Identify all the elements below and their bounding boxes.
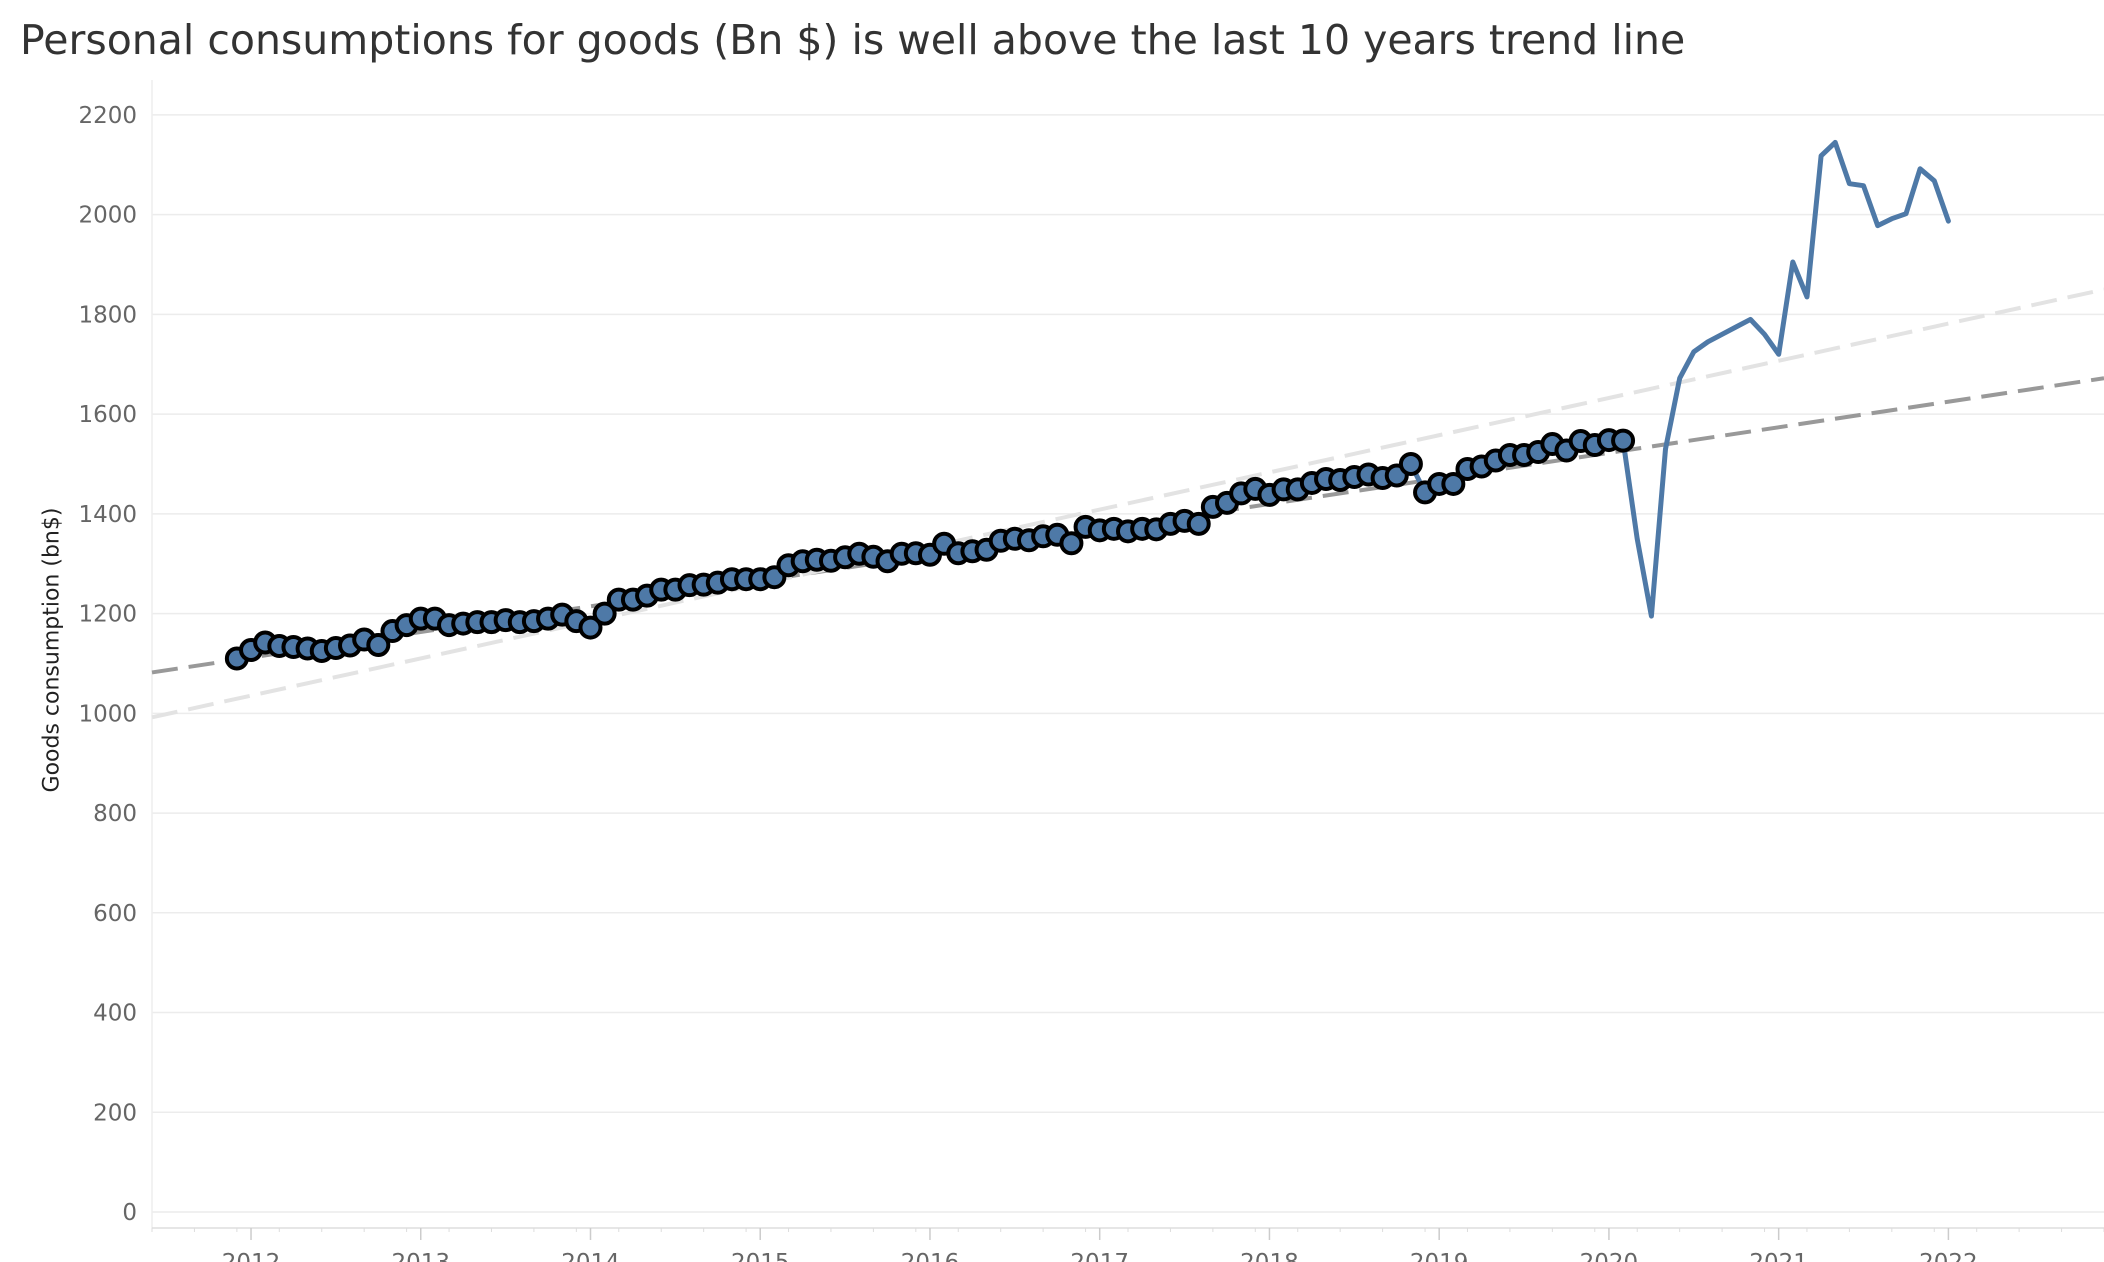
chart-title: Personal consumptions for goods (Bn $) i… (20, 16, 1686, 64)
axes: 0 200 400 600 800 1000 1200 1400 1600 1800 2000 220… (78, 80, 2104, 1262)
y-tick-label: 1400 (78, 502, 137, 528)
series-markers (224, 428, 1636, 671)
y-tick-label: 0 (122, 1200, 137, 1226)
x-tick-label: 2019 (1410, 1250, 1469, 1262)
x-tick-label: 2012 (222, 1250, 281, 1262)
data-point (1441, 471, 1466, 496)
x-tick-label: 2018 (1240, 1250, 1299, 1262)
y-tick-label: 800 (93, 801, 137, 827)
x-tick-label: 2021 (1749, 1250, 1808, 1262)
y-tick-label: 600 (93, 901, 137, 927)
x-tick-label: 2022 (1919, 1250, 1978, 1262)
data-point (366, 633, 391, 658)
trend-line-3 (151, 287, 2104, 720)
y-tick-label: 2200 (78, 103, 137, 129)
data-point (578, 615, 603, 640)
gridlines (152, 114, 2104, 1213)
y-tick-label: 2000 (78, 203, 137, 229)
x-tick-label: 2020 (1580, 1250, 1639, 1262)
data-point (1611, 428, 1636, 453)
y-tick-label: 1000 (78, 701, 137, 727)
y-tick-label: 1800 (78, 302, 137, 328)
y-tick-label: 1200 (78, 602, 137, 628)
y-tick-label: 200 (93, 1100, 137, 1126)
data-point (1186, 511, 1211, 536)
data-point (592, 601, 617, 626)
data-point (1059, 531, 1084, 556)
x-tick-label: 2013 (391, 1250, 450, 1262)
y-tick-label: 400 (93, 1001, 137, 1027)
series-line-1 (1620, 139, 1951, 619)
data-point (1398, 452, 1423, 476)
x-tick-label: 2017 (1070, 1250, 1129, 1262)
x-tick-label: 2016 (901, 1250, 960, 1262)
y-tick-label: 1600 (78, 402, 137, 428)
x-tick-label: 2014 (561, 1250, 620, 1262)
x-tick-label: 2015 (731, 1250, 790, 1262)
trend-lines (151, 287, 2104, 720)
series-lines (234, 139, 1951, 661)
